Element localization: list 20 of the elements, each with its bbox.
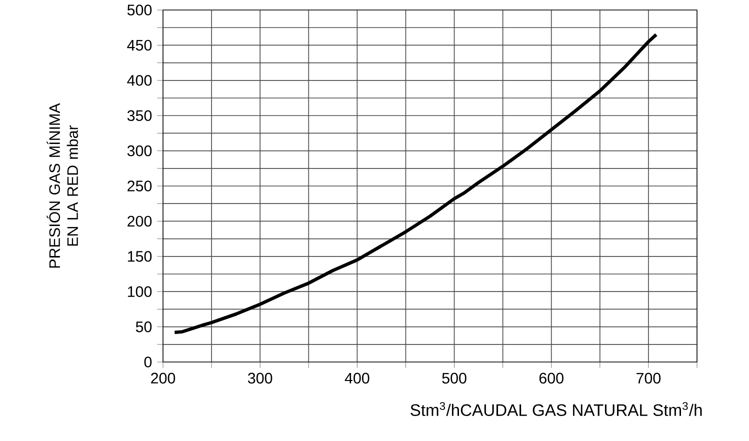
y-tick-label: 350 — [127, 110, 152, 121]
x-tick-label: 700 — [636, 372, 661, 384]
y-tick-label: 250 — [128, 180, 152, 192]
line-series — [172, 32, 658, 334]
y-tick-label: 500 — [127, 4, 152, 16]
x-tick-label: 400 — [344, 372, 370, 384]
x-tick-label: 200 — [151, 372, 176, 384]
y-tick-label: 150 — [128, 251, 152, 262]
x-tick-label: 500 — [442, 372, 466, 384]
y-tick-label: 50 — [136, 321, 152, 332]
y-tick-label: 200 — [128, 216, 152, 227]
y-tick-label: 0 — [144, 356, 152, 368]
y-tick-label: 450 — [127, 40, 152, 51]
y-tick-label: 400 — [127, 75, 152, 86]
y-tick-label: 100 — [128, 286, 152, 297]
x-axis-title: Stm$^{3}$/hCAUDAL GAS NATURAL Stm$^{3}$/h — [410, 402, 702, 416]
y-axis-title: PRESIÓN GAS MÍNIMA EN LA RED mbar — [46, 103, 78, 268]
y-tick-label: 300 — [127, 145, 152, 156]
x-tick-label: 300 — [248, 372, 272, 384]
x-tick-label: 600 — [539, 372, 564, 384]
